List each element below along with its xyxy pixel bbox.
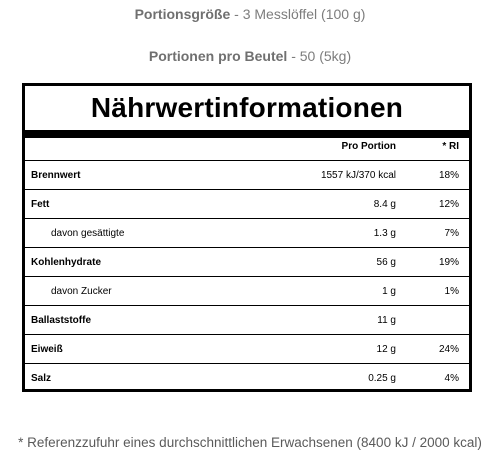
servings-per-bag-value: - 50 (5kg): [287, 48, 352, 64]
nutrient-ri: 4%: [444, 373, 459, 384]
nutrient-row-saturated-fat: davon gesättigte 1.3 g 7%: [25, 219, 469, 248]
nutrient-amount: 0.25 g: [368, 373, 396, 384]
nutrient-label: davon Zucker: [51, 286, 112, 297]
nutrient-label: Kohlenhydrate: [31, 257, 102, 268]
panel-title: Nährwertinformationen: [90, 92, 404, 123]
nutrient-amount: 12 g: [376, 344, 396, 355]
column-header-per-portion: Pro Portion: [341, 141, 396, 152]
nutrient-label: Eiweiß: [31, 344, 63, 355]
nutrient-amount: 11 g: [377, 315, 396, 326]
nutrient-label: Brennwert: [31, 170, 81, 181]
column-header-ri: * RI: [442, 141, 459, 152]
nutrient-ri: 7%: [444, 228, 459, 239]
thick-divider: [25, 130, 469, 138]
serving-size-value: - 3 Messlöffel (100 g): [230, 6, 366, 22]
nutrient-amount: 8.4 g: [373, 199, 396, 210]
nutrient-row-fiber: Ballaststoffe 11 g: [25, 306, 469, 335]
nutrient-row-carbohydrates: Kohlenhydrate 56 g 19%: [25, 248, 469, 277]
serving-size-line: Portionsgröße - 3 Messlöffel (100 g): [0, 6, 500, 22]
nutrient-ri: 24%: [438, 344, 459, 355]
nutrient-amount: 56 g: [376, 257, 396, 268]
nutrient-label: Salz: [31, 373, 52, 384]
nutrient-amount: 1557 kJ/370 kcal: [320, 170, 396, 181]
servings-per-bag-line: Portionen pro Beutel - 50 (5kg): [0, 48, 500, 64]
servings-per-bag-label: Portionen pro Beutel: [148, 48, 288, 64]
header-divider: [25, 160, 469, 161]
nutrition-facts-panel: Nährwertinformationen Pro Portion * RI B…: [22, 83, 472, 392]
nutrient-label: Ballaststoffe: [31, 315, 92, 326]
nutrient-label: Fett: [31, 199, 50, 210]
serving-size-label: Portionsgröße: [134, 6, 231, 22]
nutrient-ri: 12%: [438, 199, 459, 210]
reference-intake-footnote: * Referenzzufuhr eines durchschnittliche…: [18, 435, 482, 450]
nutrient-rows: Brennwert 1557 kJ/370 kcal 18% Fett 8.4 …: [25, 161, 469, 393]
nutrient-ri: 18%: [438, 170, 459, 181]
nutrient-ri: 1%: [444, 286, 459, 297]
nutrient-amount: 1 g: [382, 286, 396, 297]
nutrient-label: davon gesättigte: [51, 228, 125, 239]
nutrient-row-sugar: davon Zucker 1 g 1%: [25, 277, 469, 306]
nutrient-ri: 19%: [438, 257, 459, 268]
nutrient-row-energy: Brennwert 1557 kJ/370 kcal 18%: [25, 161, 469, 190]
nutrient-row-fat: Fett 8.4 g 12%: [25, 190, 469, 219]
nutrient-row-protein: Eiweiß 12 g 24%: [25, 335, 469, 364]
nutrient-amount: 1.3 g: [373, 228, 396, 239]
nutrient-row-salt: Salz 0.25 g 4%: [25, 364, 469, 393]
